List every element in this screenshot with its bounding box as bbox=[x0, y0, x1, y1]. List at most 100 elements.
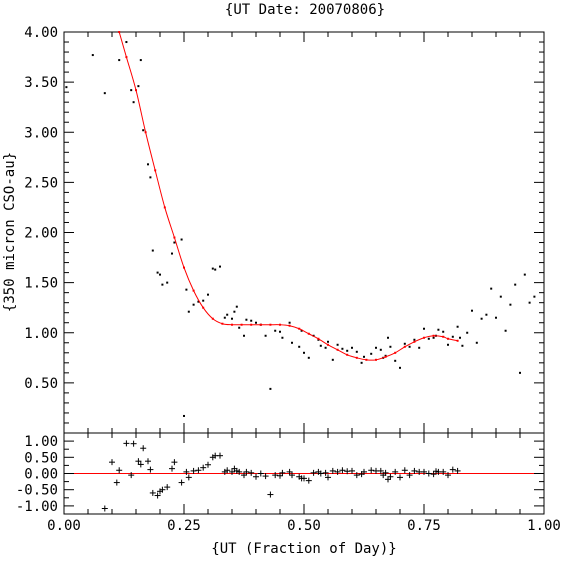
data-point bbox=[346, 349, 349, 352]
data-point bbox=[161, 283, 164, 286]
residual-points bbox=[101, 440, 461, 512]
data-point bbox=[331, 358, 334, 361]
data-point bbox=[437, 328, 440, 331]
residual-point bbox=[454, 467, 461, 474]
residual-point bbox=[339, 467, 346, 474]
data-point bbox=[490, 287, 493, 290]
data-point bbox=[523, 273, 526, 276]
top-y-ticks: 0.50 1.00 1.50 2.00 2.50 3.00 3.50 4.00 bbox=[24, 25, 544, 424]
data-point bbox=[137, 85, 140, 88]
data-point bbox=[379, 348, 382, 351]
residual-point bbox=[149, 489, 156, 496]
data-point bbox=[180, 238, 183, 241]
data-point bbox=[300, 329, 303, 332]
data-point bbox=[423, 327, 425, 330]
data-point bbox=[480, 317, 483, 320]
residual-point bbox=[279, 469, 286, 476]
residual-point bbox=[387, 473, 394, 480]
residual-point bbox=[397, 474, 403, 481]
data-point bbox=[298, 345, 301, 348]
data-point bbox=[250, 319, 253, 322]
residual-point bbox=[305, 477, 312, 484]
data-point bbox=[243, 334, 245, 337]
bottom-x-tick-label: 0.25 bbox=[167, 518, 201, 534]
residual-point bbox=[243, 468, 250, 475]
data-point bbox=[459, 336, 461, 339]
data-point bbox=[509, 303, 512, 306]
residual-point bbox=[205, 461, 211, 468]
residual-point bbox=[325, 474, 331, 481]
top-x-ticks bbox=[63, 32, 545, 433]
data-point bbox=[514, 283, 517, 286]
data-point bbox=[336, 343, 339, 346]
residual-point bbox=[401, 467, 408, 474]
top-y-tick-label: 2.50 bbox=[24, 175, 58, 191]
residual-point bbox=[109, 459, 115, 466]
data-point bbox=[173, 241, 176, 244]
data-point bbox=[319, 344, 322, 347]
data-point bbox=[65, 86, 68, 89]
residual-point bbox=[257, 470, 264, 477]
residual-point bbox=[406, 472, 413, 479]
residual-point bbox=[236, 468, 243, 475]
residual-point bbox=[224, 467, 231, 474]
data-point bbox=[185, 288, 188, 291]
data-point bbox=[159, 273, 161, 276]
data-point bbox=[456, 325, 459, 328]
x-axis-label: {UT (Fraction of Day)} bbox=[211, 541, 396, 557]
data-point bbox=[447, 343, 449, 346]
residual-point bbox=[353, 472, 360, 479]
bottom-y-ticks: -1.00-0.500.000.501.00 bbox=[16, 434, 544, 515]
data-point bbox=[279, 330, 281, 333]
data-point bbox=[399, 366, 401, 369]
data-point bbox=[197, 300, 200, 303]
residual-point bbox=[301, 475, 307, 482]
bottom-y-tick-label: 0.00 bbox=[24, 467, 58, 483]
residual-point bbox=[440, 468, 447, 475]
data-point bbox=[317, 338, 320, 341]
data-point bbox=[533, 295, 536, 298]
data-point bbox=[466, 331, 469, 334]
data-point bbox=[519, 371, 521, 374]
data-point bbox=[147, 163, 149, 166]
residual-point bbox=[183, 468, 190, 475]
data-point bbox=[370, 352, 373, 355]
data-point bbox=[442, 330, 445, 333]
top-y-tick-label: 3.00 bbox=[24, 125, 58, 141]
data-point bbox=[264, 334, 267, 337]
data-point bbox=[351, 346, 353, 349]
residual-point bbox=[116, 467, 123, 474]
bottom-x-tick-label: 1.00 bbox=[527, 518, 561, 534]
residual-point bbox=[101, 505, 108, 512]
data-point bbox=[226, 313, 229, 316]
data-point bbox=[451, 335, 454, 338]
data-point bbox=[219, 265, 221, 268]
data-point bbox=[504, 329, 507, 332]
residual-point bbox=[392, 468, 399, 475]
data-point bbox=[432, 336, 435, 339]
residual-point bbox=[171, 459, 178, 466]
residual-point bbox=[286, 468, 293, 475]
bottom-y-tick-label: -0.50 bbox=[16, 483, 58, 499]
data-point bbox=[341, 347, 344, 350]
data-point bbox=[211, 267, 214, 270]
residual-point bbox=[135, 458, 142, 465]
data-point bbox=[384, 354, 387, 357]
residual-point bbox=[241, 472, 247, 479]
data-point bbox=[355, 350, 358, 353]
data-point bbox=[91, 54, 94, 57]
residual-point bbox=[229, 468, 235, 475]
data-point bbox=[214, 268, 217, 271]
data-point bbox=[151, 249, 154, 252]
data-point bbox=[274, 329, 277, 332]
residual-point bbox=[449, 466, 456, 473]
data-point bbox=[475, 341, 478, 344]
residual-point bbox=[368, 467, 375, 474]
data-point bbox=[307, 356, 310, 359]
top-y-axis-label: {350 micron CSO-au} bbox=[2, 152, 18, 312]
residual-point bbox=[200, 464, 207, 471]
residual-point bbox=[145, 458, 151, 465]
